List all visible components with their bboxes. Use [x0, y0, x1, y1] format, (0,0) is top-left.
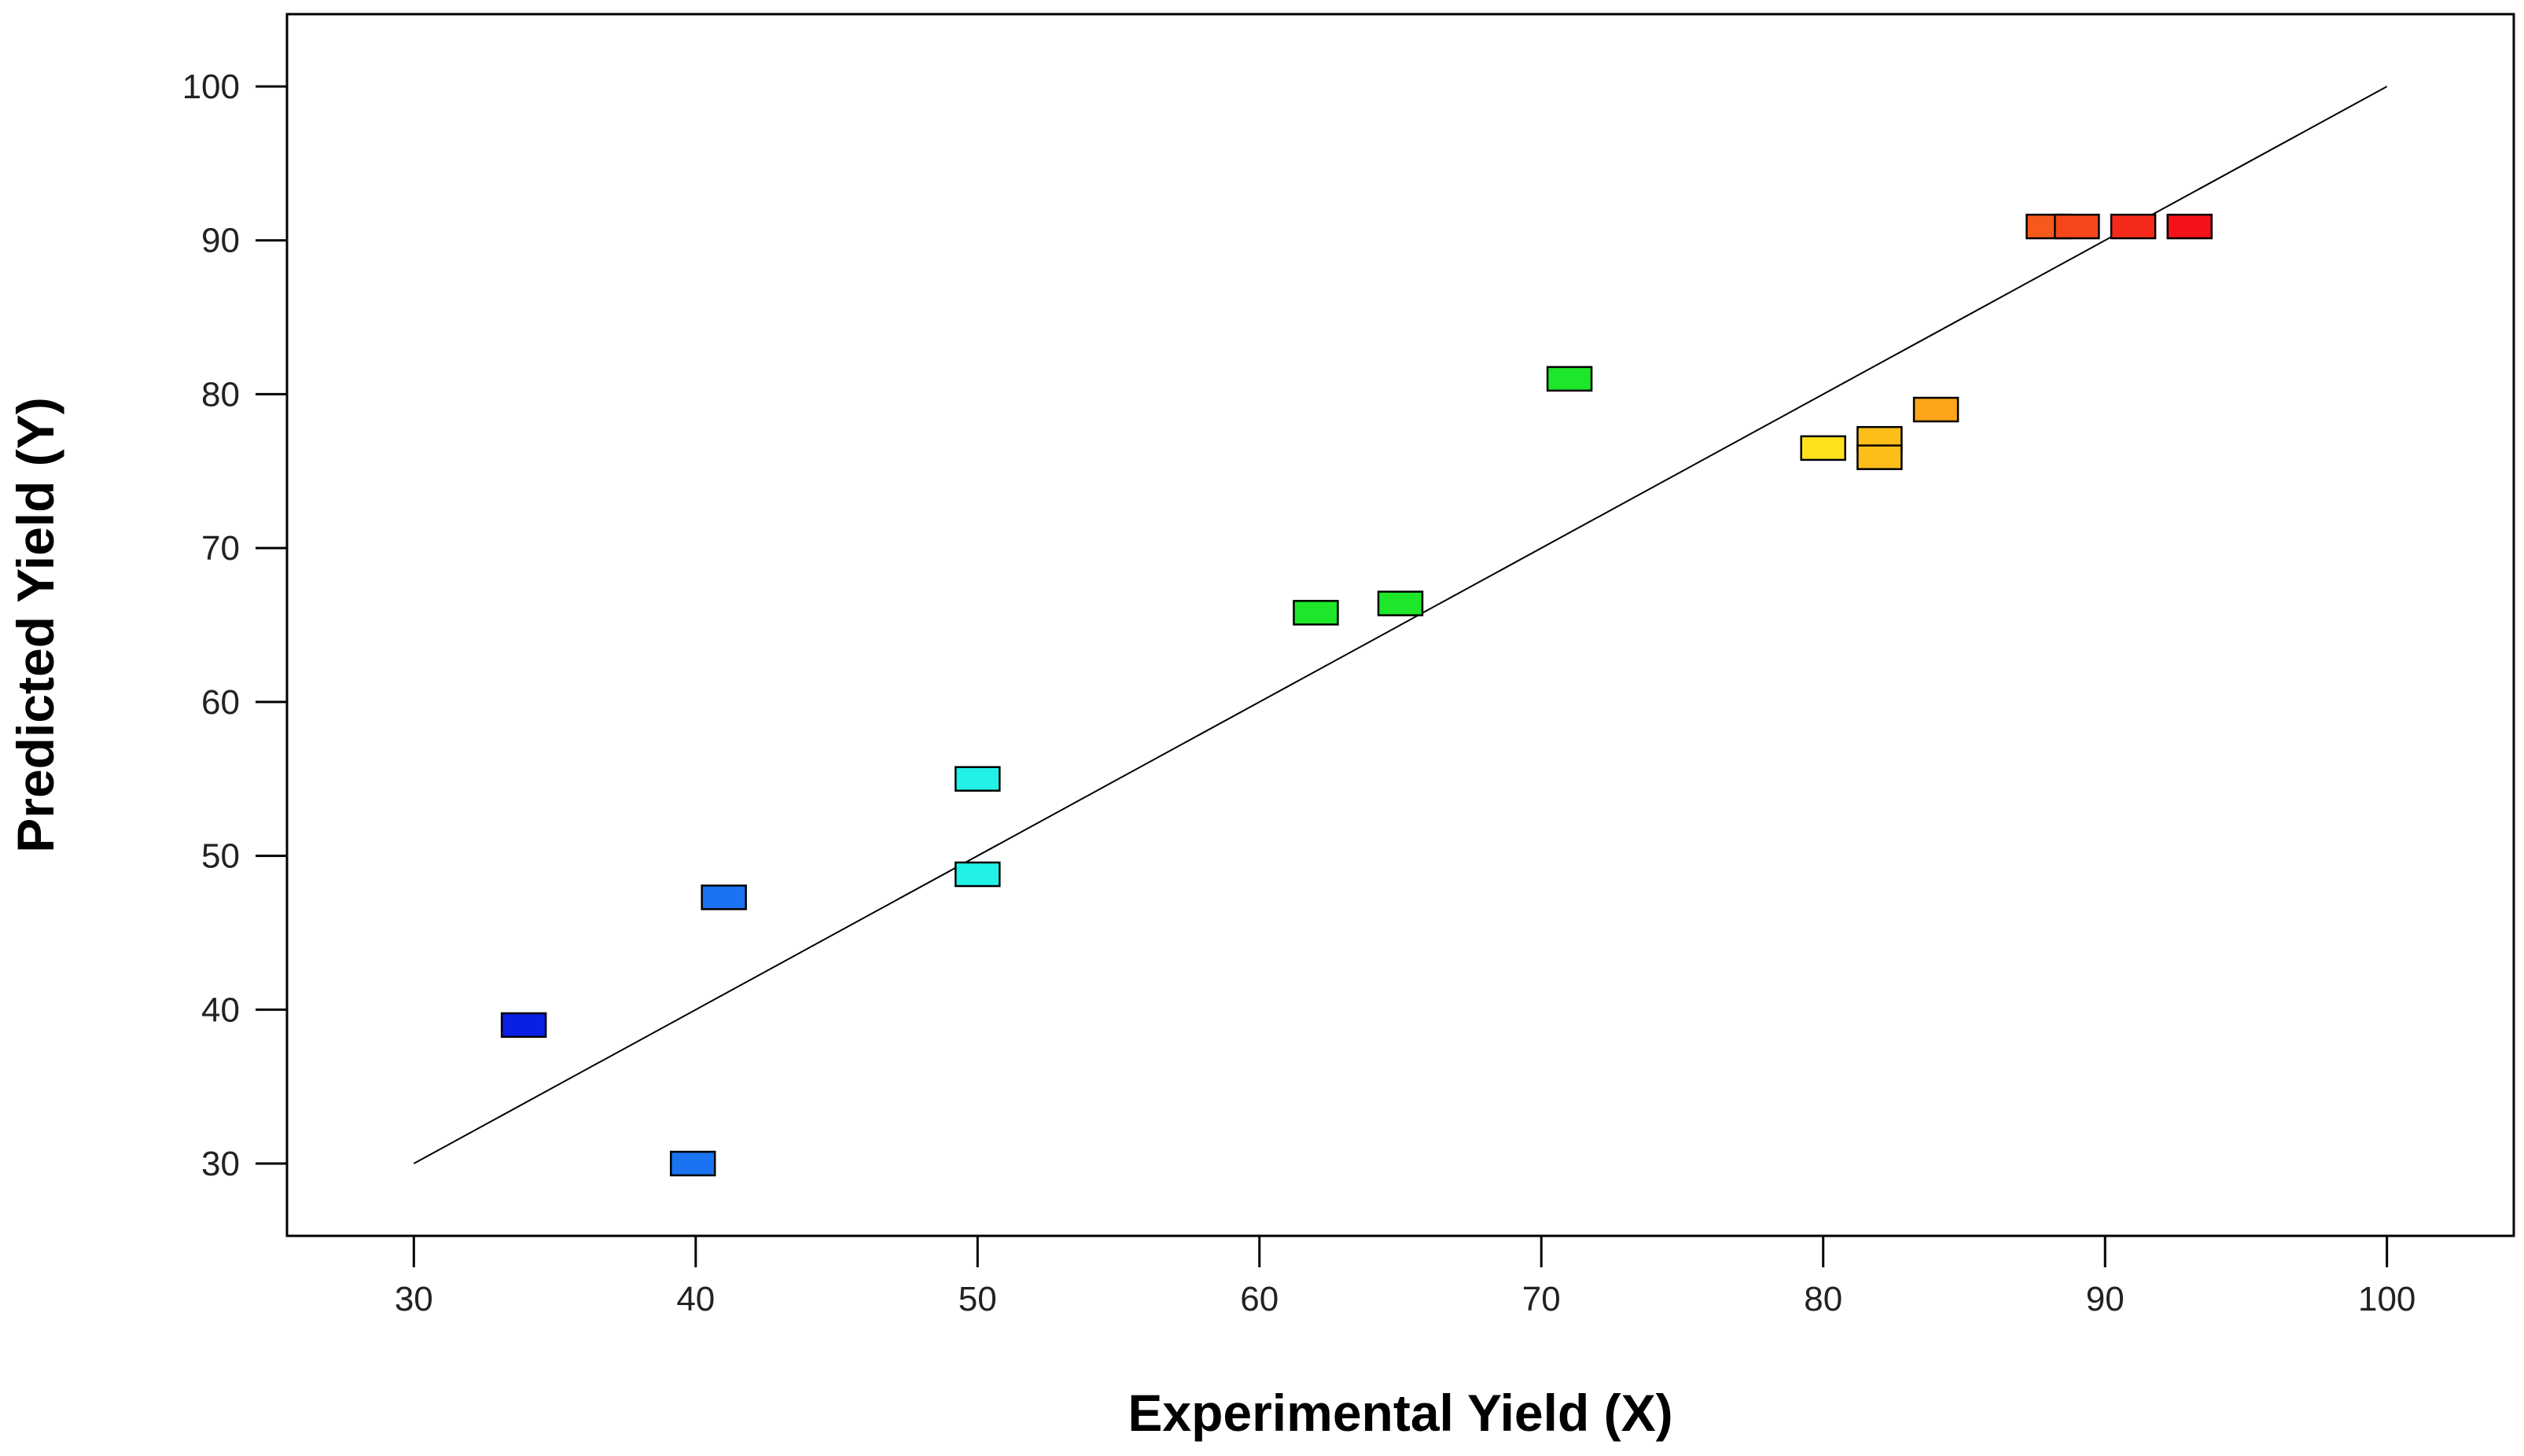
data-point [669, 1150, 716, 1177]
data-point [1546, 366, 1593, 392]
x-tick-label: 60 [1240, 1280, 1279, 1318]
data-point [2110, 213, 2157, 240]
data-point [955, 861, 1001, 888]
y-tick-label: 100 [182, 68, 240, 106]
data-point [2054, 213, 2100, 240]
data-point [1800, 435, 1846, 461]
y-tick-label: 70 [201, 529, 240, 568]
data-point [701, 884, 747, 910]
data-point [1912, 396, 1959, 423]
y-axis: 30 40 50 60 70 80 90 100 [182, 68, 287, 1183]
y-tick-label: 40 [201, 991, 240, 1029]
reference-line [413, 86, 2388, 1164]
data-point [2166, 213, 2213, 240]
y-tick-label: 60 [201, 683, 240, 722]
plot-frame [285, 13, 2515, 1237]
x-tick-label: 80 [1804, 1280, 1842, 1318]
x-axis: 30 40 50 60 70 80 90 100 [395, 1236, 2415, 1318]
data-point [1377, 590, 1424, 616]
data-point [500, 1012, 547, 1039]
x-tick-label: 50 [958, 1280, 997, 1318]
y-tick-label: 80 [201, 375, 240, 414]
data-points [500, 213, 2213, 1177]
data-point [1293, 600, 1339, 626]
x-axis-title: Experimental Yield (X) [1128, 1384, 1672, 1442]
data-point [1856, 444, 1903, 470]
y-tick-label: 90 [201, 222, 240, 260]
y-tick-label: 50 [201, 837, 240, 876]
x-tick-label: 100 [2358, 1280, 2415, 1318]
reference-line-layer [413, 86, 2388, 1164]
data-point [955, 766, 1001, 792]
x-tick-label: 70 [1522, 1280, 1561, 1318]
x-tick-label: 40 [676, 1280, 715, 1318]
x-tick-label: 30 [395, 1280, 433, 1318]
x-tick-label: 90 [2086, 1280, 2125, 1318]
y-axis-title: Predicted Yield (Y) [6, 397, 64, 853]
y-tick-label: 30 [201, 1145, 240, 1183]
